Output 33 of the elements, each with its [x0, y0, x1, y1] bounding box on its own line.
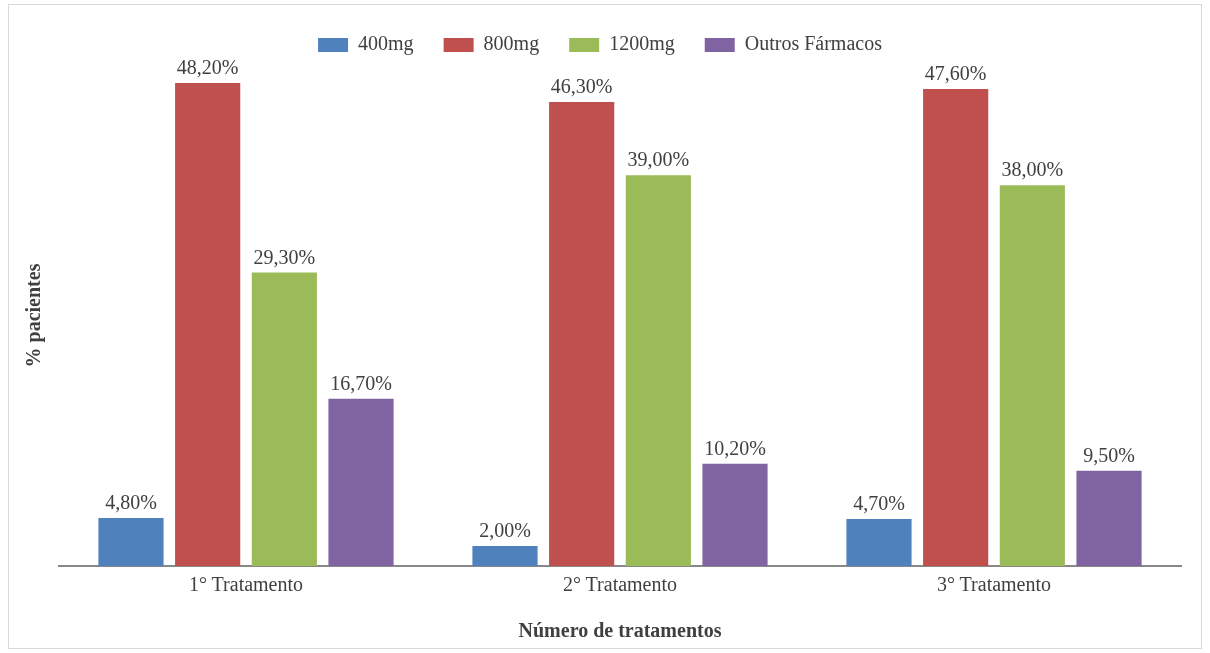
data-label: 29,30%: [253, 245, 316, 268]
data-label: 38,00%: [1001, 158, 1064, 181]
bar: [625, 175, 691, 566]
bar: [702, 463, 768, 566]
x-tick-label: 1° Tratamento: [188, 573, 304, 596]
bar: [328, 398, 394, 566]
legend-label: 1200mg: [609, 32, 675, 56]
x-axis-title: Número de tratamentos: [518, 619, 722, 642]
bar: [472, 545, 538, 566]
x-tick-label: 2° Tratamento: [562, 573, 678, 596]
bar: [846, 518, 912, 566]
legend-label: 800mg: [483, 32, 540, 56]
bar: [999, 185, 1065, 566]
x-tick-label: 3° Tratamento: [936, 573, 1052, 596]
legend-label: Outros Fármacos: [744, 32, 883, 55]
data-label: 39,00%: [627, 148, 690, 171]
y-axis-title: % pacientes: [22, 263, 46, 368]
data-label: 2,00%: [479, 519, 531, 542]
bar: [251, 272, 317, 566]
data-label: 10,20%: [704, 437, 766, 460]
data-label: 46,30%: [550, 75, 613, 98]
bar: [1076, 470, 1142, 566]
data-label: 4,70%: [853, 492, 905, 515]
bar: [923, 89, 989, 566]
legend-label: 400mg: [358, 32, 414, 56]
bar: [98, 517, 164, 566]
data-label: 16,70%: [330, 371, 392, 394]
bar: [175, 83, 241, 566]
data-label: 4,80%: [105, 491, 157, 514]
bar: [549, 102, 615, 566]
data-label: 9,50%: [1083, 444, 1135, 467]
data-label: 47,60%: [924, 62, 987, 85]
data-label: 48,20%: [176, 56, 239, 79]
